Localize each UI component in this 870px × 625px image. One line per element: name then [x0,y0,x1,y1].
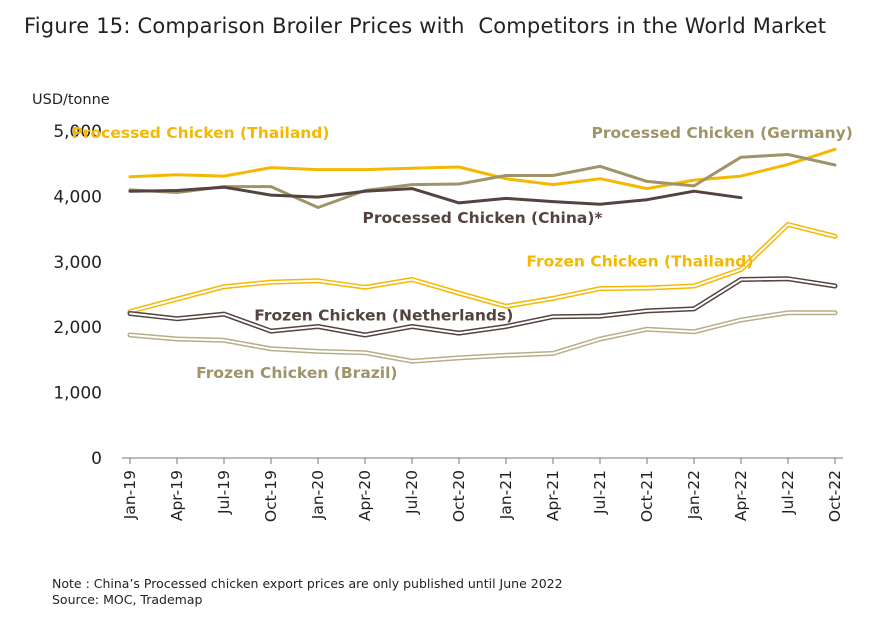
series-line [127,276,838,338]
x-tick-label: Jul-19 [215,470,233,515]
x-tick-label: Oct-20 [450,470,468,522]
series-line [127,310,838,364]
series-line [128,153,837,209]
y-tick-label: 0 [91,449,102,469]
series-label: Frozen Chicken (Netherlands) [254,307,513,325]
x-tick-label: Jan-21 [497,470,515,520]
x-tick-label: Jan-19 [121,470,139,520]
series-label: Processed Chicken (Thailand) [71,124,329,142]
x-tick-label: Jul-20 [403,470,421,515]
chart-title: Figure 15: Comparison Broiler Prices wit… [24,14,827,38]
source-text: Source: MOC, Trademap [52,592,203,607]
y-tick-label: 1,000 [53,384,102,404]
x-tick-label: Apr-20 [356,470,374,521]
x-tick-label: Jul-22 [779,470,797,515]
series-labels: Processed Chicken (Thailand) Processed Ch… [71,124,852,382]
x-tick-label: Jan-22 [685,470,703,520]
series-line [128,185,743,206]
series-layer [127,147,838,364]
series-line [128,147,837,191]
x-tick-label: Jul-21 [591,470,609,515]
x-tick-label: Oct-22 [826,470,844,522]
y-axis-unit: USD/tonne [32,92,110,108]
series-label: Processed Chicken (China)* [362,209,602,227]
x-tick-label: Apr-22 [732,470,750,521]
y-tick-label: 4,000 [53,187,102,207]
y-axis: USD/tonne 0 1,000 2,000 3,000 4,000 5,000 [32,92,110,469]
series-label: Processed Chicken (Germany) [592,124,853,142]
y-tick-label: 2,000 [53,318,102,338]
series-label: Frozen Chicken (Brazil) [196,364,397,382]
note-text: Note : China’s Processed chicken export … [52,576,563,591]
series-line [127,222,838,314]
x-axis: Jan-19 Apr-19 Jul-19 Oct-19 Jan-20 Apr-20 Jul-… [121,457,844,522]
series-label: Frozen Chicken (Thailand) [526,252,753,270]
x-tick-label: Apr-21 [544,470,562,521]
x-tick-label: Oct-21 [638,470,656,522]
x-tick-label: Apr-19 [168,470,186,521]
y-tick-label: 3,000 [53,253,102,273]
x-tick-label: Oct-19 [262,470,280,522]
y-tick-label: 5,000 [53,122,102,142]
chart-notes: Note : China’s Processed chicken export … [52,576,563,608]
x-tick-label: Jan-20 [309,470,327,520]
